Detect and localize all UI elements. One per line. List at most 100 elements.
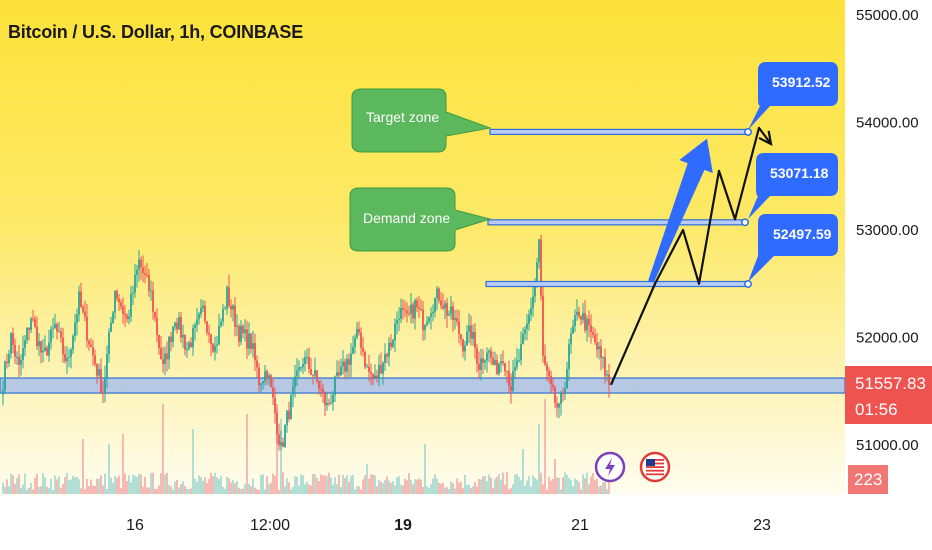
volume-bar <box>92 485 94 494</box>
candle-body <box>188 342 190 350</box>
candle-body <box>62 337 64 355</box>
candle-body <box>318 380 320 389</box>
volume-bar <box>582 474 584 494</box>
candle-body <box>586 318 588 331</box>
volume-bar <box>134 475 136 494</box>
candle-body <box>526 323 528 329</box>
volume-bar <box>416 479 418 494</box>
candle-body <box>6 361 8 364</box>
volume-bar <box>354 489 356 494</box>
candle-body <box>204 305 206 322</box>
candle-body <box>522 333 524 345</box>
volume-bar <box>192 429 194 494</box>
candle-body <box>296 370 298 377</box>
candle-body <box>452 306 454 321</box>
candle-body <box>362 347 364 352</box>
candle-body <box>220 321 222 326</box>
candle-body <box>478 363 480 370</box>
volume-bar <box>266 476 268 494</box>
volume-bar <box>138 473 140 494</box>
candle-body <box>370 372 372 374</box>
volume-bar <box>130 482 132 494</box>
volume-bar <box>570 479 572 494</box>
candle-body <box>78 291 80 315</box>
volume-bar <box>86 478 88 494</box>
volume-bar <box>34 477 36 494</box>
candle-body <box>22 348 24 360</box>
event-icons[interactable] <box>594 451 671 483</box>
level-line <box>487 219 746 226</box>
volume-bar <box>496 476 498 494</box>
volume-bar <box>272 473 274 494</box>
volume-bar <box>210 472 212 494</box>
candle-body <box>560 392 562 404</box>
volume-bar <box>270 482 272 494</box>
candle-body <box>468 325 470 332</box>
volume-bar <box>408 473 410 494</box>
candle-body <box>102 392 104 394</box>
volume-bar <box>572 486 574 494</box>
candle-body <box>572 326 574 334</box>
volume-bar <box>170 486 172 494</box>
volume-bar <box>174 481 176 494</box>
volume-bar <box>14 483 16 494</box>
volume-bar <box>528 476 530 494</box>
candle-body <box>122 306 124 314</box>
volume-bar <box>146 487 148 494</box>
volume-bar <box>300 474 302 494</box>
volume-bar <box>424 444 426 494</box>
price-tick-label: 55000.00 <box>856 7 919 24</box>
price-tick-label: 51000.00 <box>856 437 919 454</box>
candle-body <box>20 359 22 365</box>
volume-bar <box>154 488 156 494</box>
volume-bar <box>580 489 582 494</box>
volume-bar <box>598 486 600 494</box>
target-zone-callout <box>351 88 492 153</box>
volume-bar <box>350 475 352 494</box>
volume-bar <box>486 481 488 494</box>
candle-body <box>128 316 130 320</box>
candle-body <box>538 239 540 263</box>
volume-value: 223 <box>854 470 883 489</box>
volume-bar <box>302 475 304 494</box>
volume-bar <box>110 477 112 494</box>
candle-body <box>488 350 490 353</box>
candle-body <box>74 322 76 337</box>
candle-body <box>554 387 556 404</box>
volume-bar <box>286 478 288 494</box>
candle-body <box>288 410 290 420</box>
candle-body <box>484 360 486 363</box>
candle-body <box>548 370 550 376</box>
candle-body <box>94 355 96 365</box>
candle-body <box>424 324 426 331</box>
candle-body <box>390 342 392 347</box>
candle-body <box>226 287 228 309</box>
volume-bar <box>164 474 166 494</box>
candle-body <box>96 364 98 376</box>
volume-bar <box>442 482 444 494</box>
candle-body <box>292 386 294 395</box>
volume-bar <box>226 476 228 494</box>
volume-bar <box>444 487 446 494</box>
volume-bar <box>548 476 550 494</box>
candle-body <box>300 367 302 369</box>
candle-body <box>470 325 472 339</box>
candle-body <box>606 374 608 376</box>
candle-body <box>144 272 146 275</box>
price-tick-label: 52000.00 <box>856 330 919 347</box>
volume-bar <box>152 472 154 494</box>
candle-body <box>466 331 468 346</box>
volume-bar <box>190 488 192 494</box>
candle-body <box>412 304 414 319</box>
level-callout-52497 <box>748 214 838 282</box>
candle-body <box>274 397 276 413</box>
candle-body <box>490 350 492 358</box>
volume-bar <box>172 489 174 494</box>
volume-bar <box>288 482 290 494</box>
candle-body <box>24 340 26 349</box>
candle-body <box>222 308 224 322</box>
volume-bar <box>574 478 576 494</box>
volume-bar <box>40 486 42 494</box>
candle-countdown: 01:56 <box>855 400 898 419</box>
